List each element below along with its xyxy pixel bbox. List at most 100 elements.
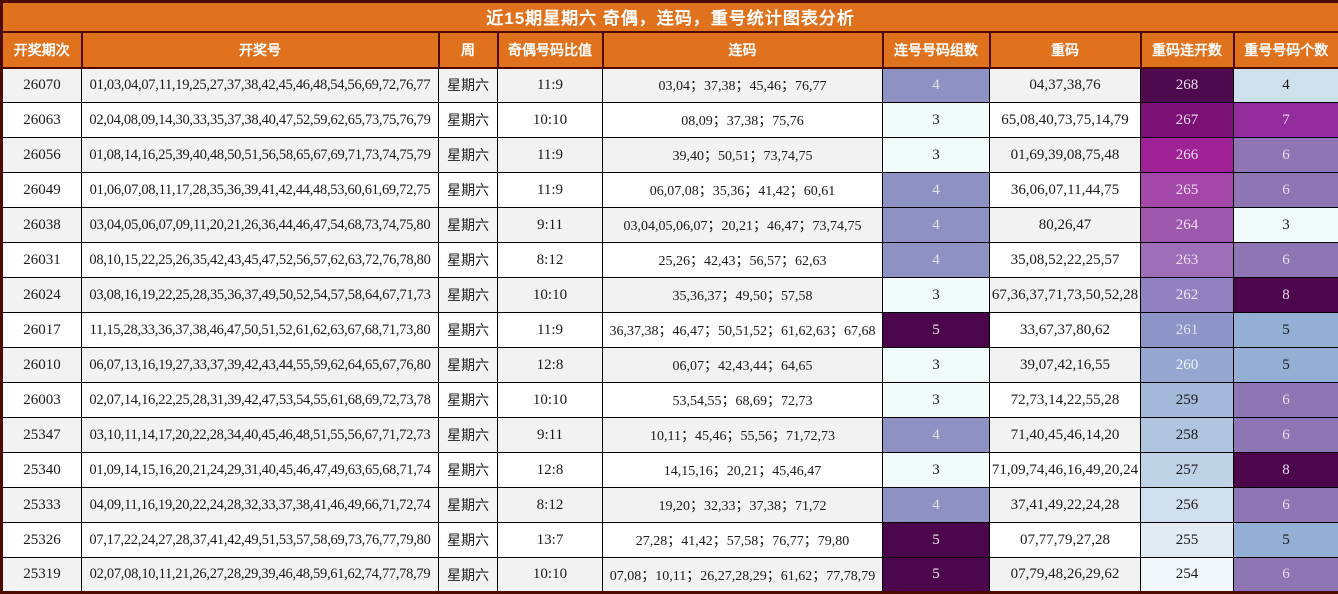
week-cell: 星期六 xyxy=(439,68,498,103)
draw-numbers-cell: 03,10,11,14,17,20,22,28,34,40,45,46,48,5… xyxy=(82,418,439,453)
consecutive-groups-cell: 4 xyxy=(883,488,990,523)
draw-numbers-cell: 01,03,04,07,11,19,25,27,37,38,42,45,46,4… xyxy=(82,68,439,103)
consecutive-numbers-cell: 08,09；37,38；75,76 xyxy=(603,103,883,138)
odd-even-ratio-cell: 11:9 xyxy=(498,313,603,348)
odd-even-ratio-cell: 11:9 xyxy=(498,173,603,208)
repeat-streak-cell: 264 xyxy=(1141,208,1234,243)
consecutive-numbers-cell: 07,08；10,11；26,27,28,29；61,62；77,78,79 xyxy=(603,558,883,593)
col-header-repeat-streak: 重码连开数 xyxy=(1141,32,1234,68)
repeat-numbers-cell: 36,06,07,11,44,75 xyxy=(990,173,1141,208)
consecutive-numbers-cell: 39,40；50,51；73,74,75 xyxy=(603,138,883,173)
repeat-count-cell: 6 xyxy=(1234,488,1338,523)
draw-numbers-cell: 02,07,08,10,11,21,26,27,28,29,39,46,48,5… xyxy=(82,558,439,593)
consecutive-groups-cell: 5 xyxy=(883,558,990,593)
week-cell: 星期六 xyxy=(439,488,498,523)
consecutive-numbers-cell: 03,04；37,38；45,46；76,77 xyxy=(603,68,883,103)
repeat-streak-cell: 254 xyxy=(1141,558,1234,593)
repeat-numbers-cell: 07,77,79,27,28 xyxy=(990,523,1141,558)
consecutive-groups-cell: 3 xyxy=(883,278,990,313)
consecutive-groups-cell: 4 xyxy=(883,208,990,243)
week-cell: 星期六 xyxy=(439,453,498,488)
week-cell: 星期六 xyxy=(439,278,498,313)
draw-numbers-cell: 06,07,13,16,19,27,33,37,39,42,43,44,55,5… xyxy=(82,348,439,383)
repeat-numbers-cell: 67,36,37,71,73,50,52,28 xyxy=(990,278,1141,313)
repeat-streak-cell: 260 xyxy=(1141,348,1234,383)
period-cell: 25326 xyxy=(2,523,82,558)
col-header-repeat-count: 重号号码个数 xyxy=(1234,32,1338,68)
consecutive-groups-cell: 3 xyxy=(883,453,990,488)
repeat-streak-cell: 268 xyxy=(1141,68,1234,103)
consecutive-numbers-cell: 53,54,55；68,69；72,73 xyxy=(603,383,883,418)
odd-even-ratio-cell: 9:11 xyxy=(498,208,603,243)
consecutive-groups-cell: 4 xyxy=(883,243,990,278)
odd-even-ratio-cell: 11:9 xyxy=(498,68,603,103)
repeat-count-cell: 5 xyxy=(1234,313,1338,348)
col-header-odd-even-ratio: 奇偶号码比值 xyxy=(498,32,603,68)
period-cell: 26017 xyxy=(2,313,82,348)
repeat-numbers-cell: 37,41,49,22,24,28 xyxy=(990,488,1141,523)
period-cell: 26063 xyxy=(2,103,82,138)
week-cell: 星期六 xyxy=(439,243,498,278)
col-header-consecutive-groups: 连号号码组数 xyxy=(883,32,990,68)
odd-even-ratio-cell: 9:11 xyxy=(498,418,603,453)
week-cell: 星期六 xyxy=(439,138,498,173)
week-cell: 星期六 xyxy=(439,103,498,138)
week-cell: 星期六 xyxy=(439,173,498,208)
odd-even-ratio-cell: 10:10 xyxy=(498,278,603,313)
repeat-streak-cell: 262 xyxy=(1141,278,1234,313)
title-row: 近15期星期六 奇偶，连码，重号统计图表分析 xyxy=(2,2,1338,32)
repeat-count-cell: 5 xyxy=(1234,348,1338,383)
repeat-streak-cell: 258 xyxy=(1141,418,1234,453)
draw-numbers-cell: 02,07,14,16,22,25,28,31,39,42,47,53,54,5… xyxy=(82,383,439,418)
period-cell: 26003 xyxy=(2,383,82,418)
odd-even-ratio-cell: 13:7 xyxy=(498,523,603,558)
col-header-week: 周 xyxy=(439,32,498,68)
consecutive-groups-cell: 4 xyxy=(883,68,990,103)
repeat-count-cell: 4 xyxy=(1234,68,1338,103)
period-cell: 26031 xyxy=(2,243,82,278)
odd-even-ratio-cell: 8:12 xyxy=(498,243,603,278)
week-cell: 星期六 xyxy=(439,418,498,453)
consecutive-numbers-cell: 35,36,37；49,50；57,58 xyxy=(603,278,883,313)
repeat-numbers-cell: 71,09,74,46,16,49,20,24 xyxy=(990,453,1141,488)
repeat-count-cell: 5 xyxy=(1234,523,1338,558)
period-cell: 26024 xyxy=(2,278,82,313)
repeat-count-cell: 6 xyxy=(1234,418,1338,453)
repeat-count-cell: 6 xyxy=(1234,243,1338,278)
repeat-numbers-cell: 80,26,47 xyxy=(990,208,1141,243)
consecutive-groups-cell: 3 xyxy=(883,138,990,173)
repeat-streak-cell: 259 xyxy=(1141,383,1234,418)
consecutive-groups-cell: 5 xyxy=(883,523,990,558)
table-header-row: 开奖期次 开奖号 周 奇偶号码比值 连码 连号号码组数 重码 重码连开数 重号号… xyxy=(2,32,1338,68)
consecutive-groups-cell: 3 xyxy=(883,383,990,418)
consecutive-numbers-cell: 25,26；42,43；56,57；62,63 xyxy=(603,243,883,278)
consecutive-groups-cell: 5 xyxy=(883,313,990,348)
repeat-streak-cell: 257 xyxy=(1141,453,1234,488)
repeat-numbers-cell: 04,37,38,76 xyxy=(990,68,1141,103)
consecutive-numbers-cell: 03,04,05,06,07；20,21；46,47；73,74,75 xyxy=(603,208,883,243)
odd-even-ratio-cell: 10:10 xyxy=(498,383,603,418)
week-cell: 星期六 xyxy=(439,208,498,243)
repeat-count-cell: 6 xyxy=(1234,558,1338,593)
repeat-numbers-cell: 72,73,14,22,55,28 xyxy=(990,383,1141,418)
consecutive-numbers-cell: 19,20；32,33；37,38；71,72 xyxy=(603,488,883,523)
odd-even-ratio-cell: 8:12 xyxy=(498,488,603,523)
repeat-streak-cell: 256 xyxy=(1141,488,1234,523)
period-cell: 25347 xyxy=(2,418,82,453)
consecutive-groups-cell: 3 xyxy=(883,103,990,138)
odd-even-ratio-cell: 12:8 xyxy=(498,348,603,383)
odd-even-ratio-cell: 12:8 xyxy=(498,453,603,488)
consecutive-numbers-cell: 10,11；45,46；55,56；71,72,73 xyxy=(603,418,883,453)
